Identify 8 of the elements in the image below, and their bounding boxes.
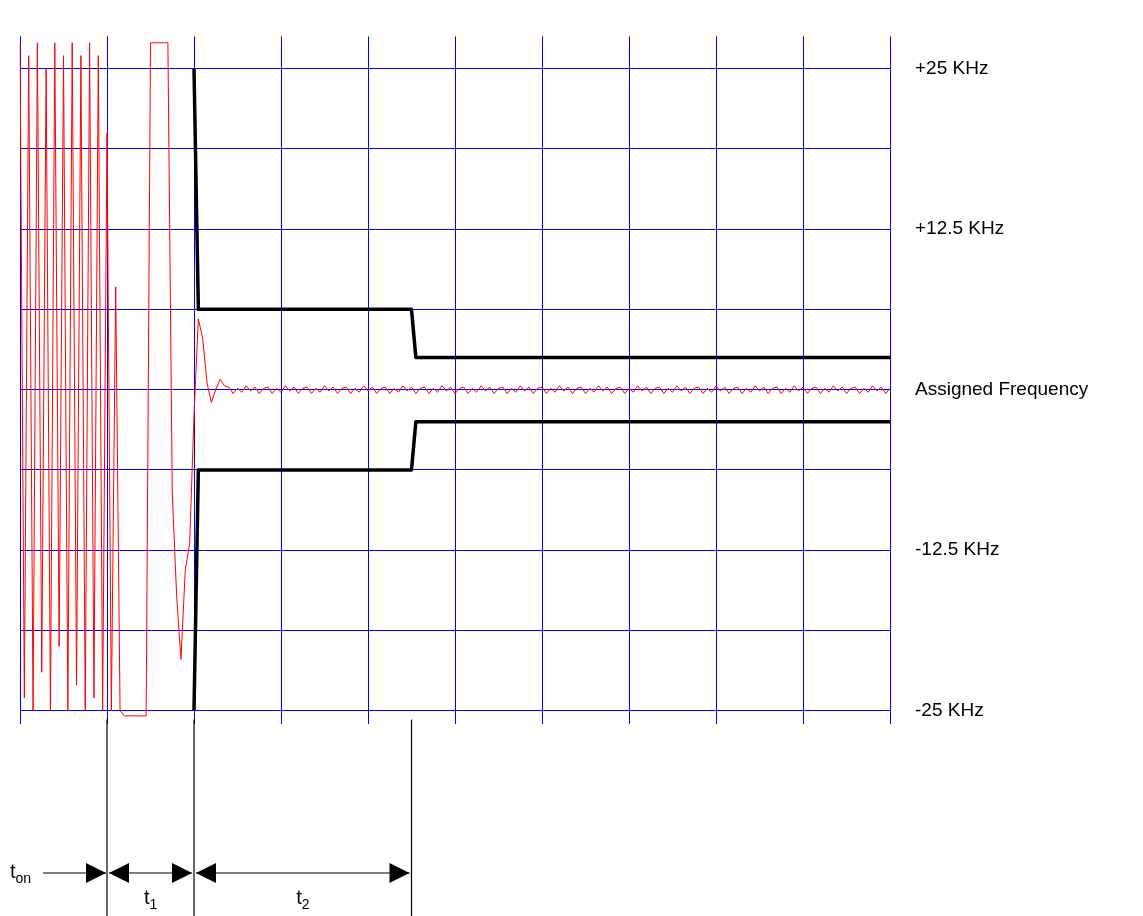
text: t$_{on}$	[10, 859, 32, 888]
text: t$_{1}$	[144, 885, 158, 914]
y-tick-label: +12.5 KHz	[915, 217, 1005, 239]
text: t$_{2}$	[296, 885, 310, 914]
y-tick-label: +25 KHz	[915, 56, 989, 78]
y-tick-label: -25 KHz	[915, 698, 984, 720]
y-tick-label: Assigned Frequency	[915, 377, 1089, 399]
y-tick-label: -12.5 KHz	[915, 538, 1000, 560]
